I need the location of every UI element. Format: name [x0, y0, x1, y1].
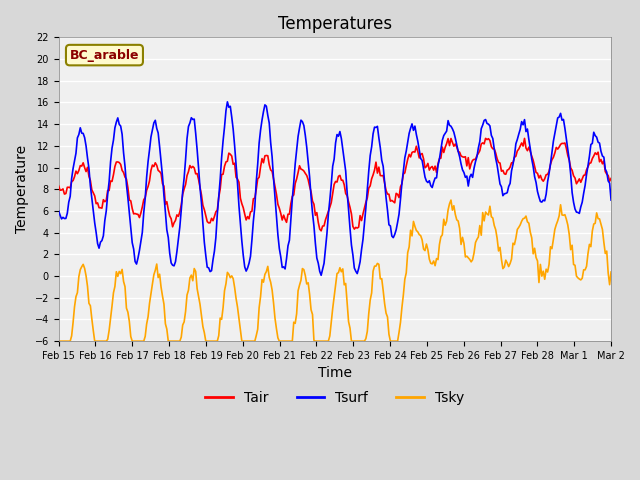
Legend: Tair, Tsurf, Tsky: Tair, Tsurf, Tsky [200, 385, 470, 410]
Title: Temperatures: Temperatures [278, 15, 392, 33]
X-axis label: Time: Time [318, 366, 352, 381]
Y-axis label: Temperature: Temperature [15, 145, 29, 233]
Text: BC_arable: BC_arable [70, 48, 140, 61]
